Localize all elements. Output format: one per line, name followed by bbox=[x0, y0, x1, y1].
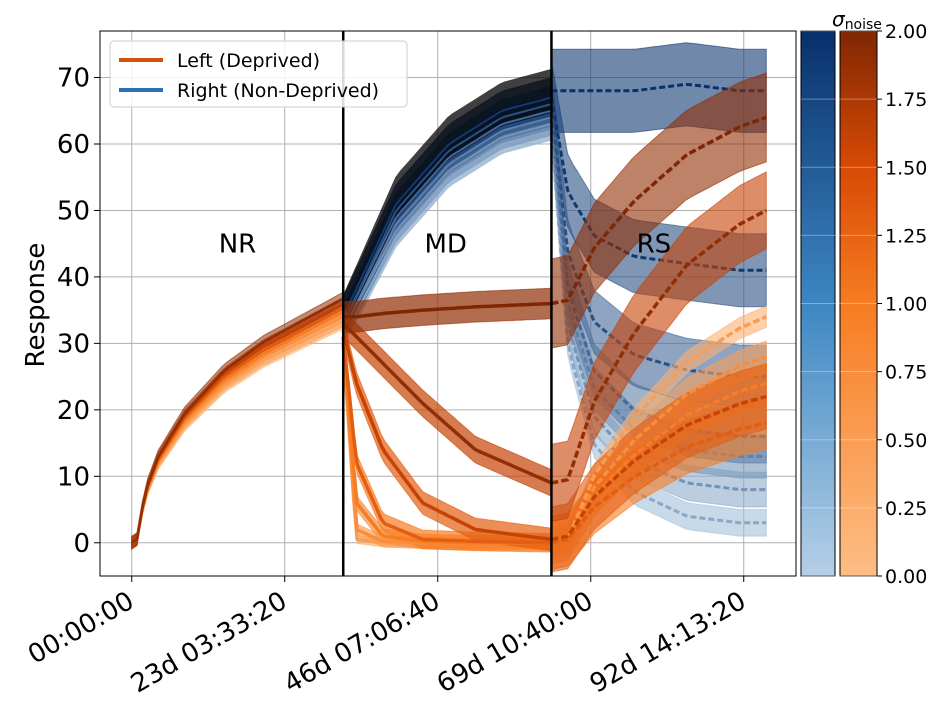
legend-label-left: Left (Deprived) bbox=[177, 50, 320, 72]
nr-line bbox=[130, 297, 344, 544]
rs-left-line bbox=[551, 421, 767, 545]
phase-label: MD bbox=[424, 230, 466, 260]
rs-left-line bbox=[551, 394, 767, 542]
md-right-line bbox=[342, 123, 552, 331]
colorbar-tick-label: 0.75 bbox=[885, 362, 927, 384]
colorbar-tick-label: 1.75 bbox=[885, 89, 927, 111]
nr-line bbox=[131, 315, 344, 544]
colorbar-tick-label: 2.00 bbox=[885, 21, 927, 43]
phase-labels: NR MD RS bbox=[219, 230, 671, 260]
x-tick-label: 00:00:00 bbox=[23, 586, 139, 670]
rs-left-line bbox=[551, 115, 767, 306]
rs-left-line bbox=[551, 355, 767, 545]
phase-boundaries bbox=[341, 31, 553, 576]
y-tick-label: 40 bbox=[57, 263, 90, 293]
y-axis-label: Response bbox=[21, 243, 51, 368]
md-right-line bbox=[342, 96, 552, 318]
x-tick-label: 92d 14:13:20 bbox=[585, 586, 751, 699]
colorbar-tick-label: 0.00 bbox=[885, 566, 927, 588]
y-tick-label: 60 bbox=[57, 130, 90, 160]
rs-left-line bbox=[551, 315, 767, 545]
colorbar: 0.00 0.25 0.50 0.75 1.00 1.25 1.50 1.75 2.00 σno… bbox=[800, 7, 927, 588]
legend-box bbox=[109, 40, 408, 108]
md-right-line bbox=[342, 109, 552, 324]
y-tick-label: 50 bbox=[57, 196, 90, 226]
phase-label: NR bbox=[219, 230, 257, 260]
x-tick-label: 69d 10:40:00 bbox=[432, 586, 598, 699]
legend-label-right: Right (Non-Deprived) bbox=[177, 80, 379, 102]
y-tick-label: 70 bbox=[57, 64, 90, 94]
y-tick-label: 10 bbox=[57, 462, 90, 492]
rs-left-band bbox=[550, 171, 767, 523]
colorbar-tick-label: 0.50 bbox=[885, 430, 927, 452]
nr-band bbox=[131, 316, 344, 548]
x-tick-label: 23d 03:33:20 bbox=[126, 586, 292, 699]
nr-band bbox=[131, 311, 344, 548]
nr-line bbox=[131, 311, 344, 544]
md-left-line bbox=[341, 336, 552, 545]
md-right-line bbox=[342, 103, 552, 324]
colorbar-blue bbox=[800, 30, 836, 577]
data-layer bbox=[130, 42, 768, 573]
colorbar-tick-label: 1.50 bbox=[885, 157, 927, 179]
colorbar-tick-label: 0.25 bbox=[885, 498, 927, 520]
colorbar-tick-label: 1.00 bbox=[885, 294, 927, 316]
colorbar-label: σnoise bbox=[832, 7, 882, 33]
y-tick-label: 0 bbox=[73, 529, 90, 559]
md-right-line bbox=[342, 116, 552, 331]
md-right-line bbox=[342, 129, 552, 338]
md-right-band bbox=[343, 69, 552, 339]
colorbar-ticks: 0.00 0.25 0.50 0.75 1.00 1.25 1.50 1.75 2.00 bbox=[801, 21, 927, 588]
md-left-line bbox=[341, 329, 552, 542]
colorbar-tick-label: 1.25 bbox=[885, 225, 927, 247]
y-tick-label: 20 bbox=[57, 396, 90, 426]
rs-left-band bbox=[550, 363, 767, 573]
plot-frame bbox=[99, 30, 797, 577]
legend: Left (Deprived) Right (Non-Deprived) bbox=[109, 40, 408, 108]
phase-label: RS bbox=[637, 230, 672, 260]
x-tick-label: 46d 07:06:40 bbox=[279, 586, 445, 699]
y-tick-label: 30 bbox=[57, 329, 90, 359]
colorbar-orange bbox=[839, 30, 878, 577]
y-axis: 0 10 20 30 40 50 60 70 bbox=[57, 64, 100, 559]
md-left-line bbox=[343, 301, 552, 319]
md-left-line bbox=[341, 322, 553, 485]
